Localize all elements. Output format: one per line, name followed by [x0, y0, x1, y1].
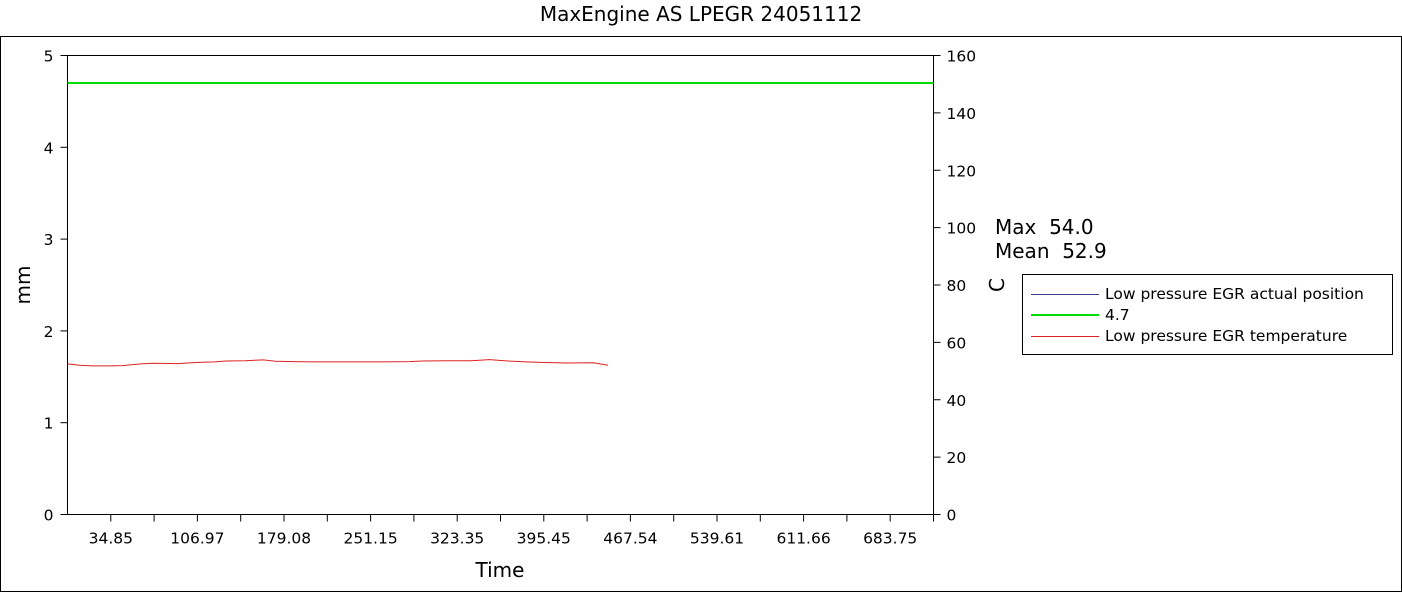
legend-label-egr-position: Low pressure EGR actual position	[1105, 285, 1364, 303]
legend-swatch-egr-position	[1031, 293, 1099, 295]
y-right-tick-label: 140	[947, 105, 977, 123]
x-tick-label: 683.75	[863, 530, 917, 548]
stat-mean: Mean 52.9	[995, 239, 1107, 263]
legend-item-egr-temperature: Low pressure EGR temperature	[1031, 326, 1347, 346]
y-right-tick-label: 60	[947, 334, 967, 352]
y-left-axis-ticks: 0 1 2 3 4 5	[44, 48, 68, 525]
plot-area	[67, 55, 934, 515]
y-left-tick-label: 3	[44, 231, 54, 249]
x-axis-ticks: 34.85 106.97 179.08 251.15 323.35 395.45 467.5…	[89, 514, 934, 548]
legend-label-threshold: 4.7	[1105, 306, 1130, 324]
stat-max: Max 54.0	[995, 215, 1094, 239]
x-tick-label: 395.45	[517, 530, 571, 548]
x-tick-label: 179.08	[257, 530, 311, 548]
y-left-tick-label: 0	[44, 507, 54, 525]
x-tick-label: 251.15	[343, 530, 397, 548]
legend-label-egr-temperature: Low pressure EGR temperature	[1105, 327, 1348, 345]
y-right-axis-ticks: 0 20 40 60 80 100 120 140 160	[933, 48, 977, 525]
x-axis-label: Time	[475, 558, 525, 582]
legend-swatch-egr-temperature	[1031, 335, 1099, 337]
x-tick-label: 106.97	[170, 530, 224, 548]
y-right-tick-label: 80	[947, 277, 967, 295]
y-left-tick-label: 4	[44, 139, 54, 157]
y-right-tick-label: 20	[947, 449, 967, 467]
y-right-tick-label: 0	[947, 507, 957, 525]
x-tick-label: 467.54	[603, 530, 657, 548]
chart-legend: Low pressure EGR actual position 4.7 Low…	[1022, 274, 1393, 355]
legend-swatch-threshold	[1031, 314, 1099, 316]
y-left-tick-label: 2	[44, 323, 54, 341]
x-tick-label: 539.61	[690, 530, 744, 548]
chart-title: MaxEngine AS LPEGR 24051112	[539, 2, 863, 26]
y-left-tick-label: 1	[44, 415, 54, 433]
y-right-tick-label: 120	[947, 162, 977, 180]
x-tick-label: 34.85	[89, 530, 133, 548]
legend-item-threshold: 4.7	[1031, 305, 1130, 325]
legend-item-egr-position: Low pressure EGR actual position	[1031, 284, 1364, 304]
y-left-axis-label: mm	[11, 266, 35, 305]
y-right-tick-label: 40	[947, 392, 967, 410]
series-layer	[67, 82, 934, 367]
y-right-axis-label: C	[985, 278, 1009, 292]
series-line-egr-temperature	[67, 359, 609, 367]
x-tick-label: 323.35	[430, 530, 484, 548]
y-right-tick-label: 100	[947, 220, 977, 238]
x-tick-label: 611.66	[776, 530, 830, 548]
y-left-tick-label: 5	[44, 48, 54, 66]
y-right-tick-label: 160	[947, 48, 977, 66]
